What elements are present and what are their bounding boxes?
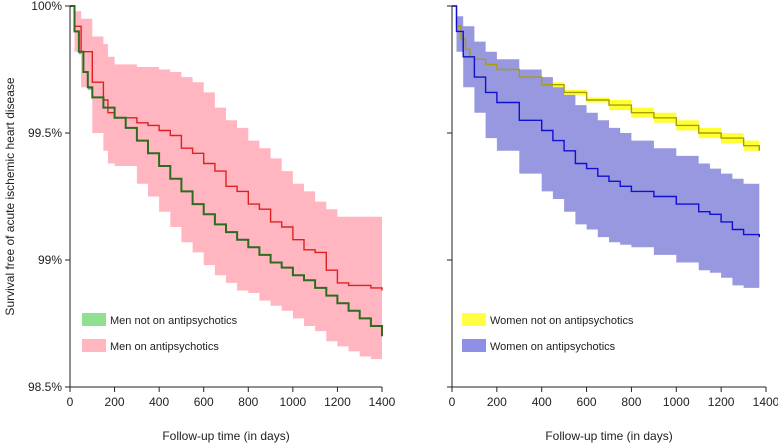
left-survival-lines (70, 5, 383, 337)
left-y-axis-title: Survival free of acute ischemic heart di… (3, 77, 17, 315)
right-legend-label-1: Women on antipsychotics (490, 341, 616, 353)
left-legend-label-0: Men not on antipsychotics (110, 315, 238, 327)
left-y-tick-label-0: 98.5% (28, 380, 62, 394)
right-legend: Women not on antipsychotics Women on anti… (462, 313, 634, 353)
left-x-tick-label-1: 200 (105, 395, 125, 409)
left-x-tick-label-5: 1000 (280, 395, 307, 409)
left-x-tick-label-6: 1200 (324, 395, 351, 409)
right-x-tick-label-7: 1400 (753, 395, 778, 409)
left-panel: 0 200 400 600 800 1000 1200 1400 98.5% 99% 99.5% 10… (3, 0, 396, 443)
right-x-tick-label-6: 1200 (708, 395, 735, 409)
left-line-series-0 (70, 5, 383, 337)
left-x-tick-label-4: 800 (238, 395, 258, 409)
right-x-tick-label-3: 600 (577, 395, 597, 409)
left-x-axis-title: Follow-up time (in days) (162, 429, 289, 443)
right-x-tick-label-0: 0 (449, 395, 456, 409)
left-y-tick-label-1: 99% (38, 253, 62, 267)
left-x-tick-label-0: 0 (67, 395, 74, 409)
left-x-tick-label-2: 400 (149, 395, 169, 409)
right-legend-swatch-0 (462, 313, 486, 326)
left-y-tick-label-2: 99.5% (28, 126, 62, 140)
left-axes: 0 200 400 600 800 1000 1200 1400 98.5% 99% 99.5% 10… (3, 0, 396, 443)
right-survival-lines (452, 5, 760, 238)
left-line-series-1 (70, 5, 383, 291)
right-x-axis-title: Follow-up time (in days) (545, 429, 672, 443)
right-x-tick-label-4: 800 (621, 395, 641, 409)
left-legend-swatch-1 (82, 339, 106, 352)
right-panel: 0 200 400 600 800 1000 1200 1400 Follow-up time … (447, 5, 778, 443)
right-x-tick-label-1: 200 (487, 395, 507, 409)
right-legend-label-0: Women not on antipsychotics (490, 315, 634, 327)
right-band-series-0 (452, 6, 760, 156)
left-x-tick-label-7: 1400 (369, 395, 396, 409)
left-y-tick-label-3: 100% (31, 0, 62, 13)
right-band-series-1 (452, 6, 760, 291)
left-x-tick-label-3: 600 (194, 395, 214, 409)
right-axes: 0 200 400 600 800 1000 1200 1400 Follow-up time … (447, 5, 778, 443)
left-legend-label-1: Men on antipsychotics (110, 341, 219, 353)
right-line-series-0 (452, 5, 760, 151)
right-x-tick-label-2: 400 (532, 395, 552, 409)
left-legend: Men not on antipsychotics Men on antipsyc… (82, 313, 238, 353)
left-legend-swatch-0 (82, 313, 106, 326)
right-line-series-1 (452, 5, 760, 238)
right-legend-swatch-1 (462, 339, 486, 352)
right-x-tick-label-5: 1000 (663, 395, 690, 409)
right-confidence-bands (452, 6, 760, 291)
